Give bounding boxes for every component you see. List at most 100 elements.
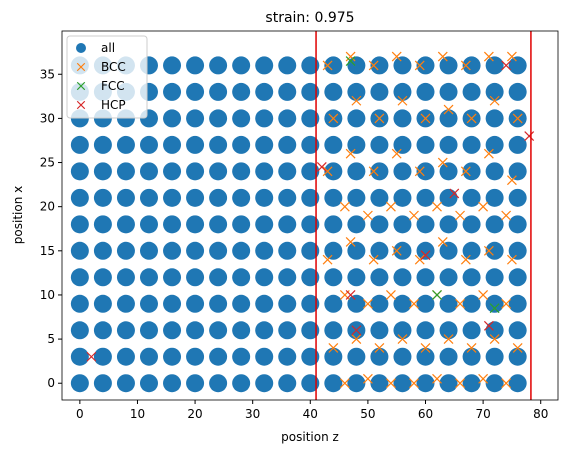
point — [506, 175, 517, 186]
point — [439, 347, 458, 366]
point — [345, 56, 356, 66]
point — [232, 56, 251, 75]
point — [362, 298, 373, 309]
y-tick-label: 15 — [40, 244, 55, 258]
point — [70, 294, 89, 313]
point — [508, 294, 527, 313]
x-tick-label: 60 — [418, 407, 433, 421]
point — [324, 294, 343, 313]
point — [462, 374, 481, 393]
point — [255, 294, 274, 313]
point — [485, 162, 504, 181]
point — [324, 215, 343, 234]
point — [370, 347, 389, 366]
point — [255, 321, 274, 340]
point — [163, 215, 182, 234]
point — [93, 241, 112, 260]
point — [139, 268, 158, 287]
point — [116, 215, 135, 234]
plot — [70, 31, 535, 400]
point — [301, 294, 320, 313]
point — [391, 245, 402, 256]
point — [347, 241, 366, 260]
point — [163, 347, 182, 366]
point — [443, 104, 454, 115]
point — [393, 241, 412, 260]
point — [393, 162, 412, 181]
y-tick-label: 25 — [40, 156, 55, 170]
point — [186, 135, 205, 154]
point — [416, 294, 435, 313]
point — [139, 347, 158, 366]
x-tick-label: 40 — [303, 407, 318, 421]
point — [370, 188, 389, 207]
point — [322, 60, 333, 71]
point — [432, 201, 442, 212]
point — [255, 82, 274, 101]
point — [506, 51, 517, 62]
point — [462, 268, 481, 287]
point — [328, 113, 339, 124]
point — [116, 188, 135, 207]
point — [393, 82, 412, 101]
point — [485, 135, 504, 154]
point — [439, 109, 458, 128]
point — [301, 188, 320, 207]
point — [93, 268, 112, 287]
y-tick-label: 10 — [40, 288, 55, 302]
point — [508, 268, 527, 287]
point — [70, 162, 89, 181]
point — [432, 373, 442, 384]
x-tick-label: 20 — [187, 407, 202, 421]
point — [209, 109, 228, 128]
point — [324, 321, 343, 340]
point — [139, 162, 158, 181]
point — [416, 374, 435, 393]
point — [209, 241, 228, 260]
point — [462, 321, 481, 340]
point — [437, 157, 448, 168]
point — [347, 374, 366, 393]
point — [508, 56, 527, 75]
point — [232, 82, 251, 101]
point — [397, 334, 408, 345]
point — [186, 268, 205, 287]
point — [278, 215, 297, 234]
point — [370, 268, 389, 287]
point — [301, 347, 320, 366]
point — [163, 241, 182, 260]
point — [439, 268, 458, 287]
point — [393, 321, 412, 340]
point — [324, 82, 343, 101]
point — [393, 268, 412, 287]
point — [393, 215, 412, 234]
legend-marker — [76, 62, 86, 72]
point — [370, 294, 389, 313]
point — [93, 135, 112, 154]
point — [186, 294, 205, 313]
point — [278, 82, 297, 101]
point — [347, 268, 366, 287]
point — [209, 56, 228, 75]
point — [437, 237, 448, 247]
point — [483, 245, 494, 256]
point — [278, 135, 297, 154]
point — [416, 135, 435, 154]
point — [368, 166, 379, 177]
point — [255, 215, 274, 234]
x-tick-label: 10 — [130, 407, 145, 421]
point — [439, 321, 458, 340]
point — [460, 254, 471, 265]
point — [416, 241, 435, 260]
point — [163, 294, 182, 313]
point — [466, 342, 477, 353]
point — [462, 162, 481, 181]
point — [409, 298, 419, 309]
point — [386, 378, 396, 389]
point — [462, 347, 481, 366]
point — [485, 241, 504, 260]
point — [524, 131, 535, 141]
point — [278, 109, 297, 128]
point — [443, 334, 454, 345]
point — [186, 162, 205, 181]
